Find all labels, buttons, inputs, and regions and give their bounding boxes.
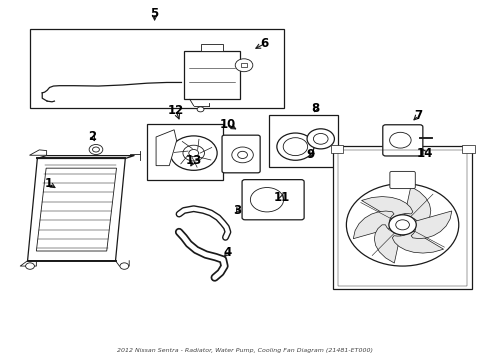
FancyBboxPatch shape <box>383 125 423 156</box>
Circle shape <box>283 138 308 156</box>
Polygon shape <box>362 197 413 220</box>
Polygon shape <box>27 158 125 261</box>
Text: 13: 13 <box>186 154 202 167</box>
FancyBboxPatch shape <box>222 135 260 173</box>
Text: 3: 3 <box>234 204 242 217</box>
Text: 5: 5 <box>150 7 159 20</box>
Text: 1: 1 <box>45 177 52 190</box>
Bar <box>270 116 338 167</box>
Circle shape <box>250 188 284 212</box>
Circle shape <box>235 59 253 72</box>
Polygon shape <box>156 130 176 166</box>
Circle shape <box>396 220 410 230</box>
Circle shape <box>120 263 129 269</box>
FancyBboxPatch shape <box>242 180 304 220</box>
Polygon shape <box>353 211 394 239</box>
Circle shape <box>197 107 204 112</box>
Polygon shape <box>392 230 443 253</box>
Text: 11: 11 <box>273 192 290 204</box>
Circle shape <box>170 136 217 170</box>
Text: 9: 9 <box>307 148 315 161</box>
Circle shape <box>189 149 198 157</box>
Bar <box>184 51 240 99</box>
Circle shape <box>277 133 314 160</box>
Circle shape <box>307 129 334 149</box>
Text: 4: 4 <box>224 246 232 259</box>
Text: 6: 6 <box>260 37 269 50</box>
Bar <box>201 44 223 51</box>
Bar <box>333 146 472 289</box>
Polygon shape <box>29 150 47 155</box>
Circle shape <box>93 147 99 152</box>
Bar <box>241 63 247 67</box>
Polygon shape <box>411 211 452 239</box>
Bar <box>147 125 223 180</box>
Circle shape <box>390 132 411 148</box>
Circle shape <box>346 184 459 266</box>
Polygon shape <box>404 186 431 225</box>
Text: 12: 12 <box>168 104 184 117</box>
Text: 2012 Nissan Sentra - Radiator, Water Pump, Cooling Fan Diagram (21481-ET000): 2012 Nissan Sentra - Radiator, Water Pum… <box>117 348 373 353</box>
Bar <box>331 145 343 153</box>
Circle shape <box>89 144 103 154</box>
Circle shape <box>314 134 328 144</box>
Polygon shape <box>374 225 401 263</box>
Circle shape <box>238 151 247 158</box>
Bar <box>338 149 467 286</box>
Bar <box>30 30 284 108</box>
Text: 14: 14 <box>416 147 433 159</box>
Circle shape <box>25 263 34 269</box>
Text: 7: 7 <box>415 109 422 122</box>
Text: 8: 8 <box>312 102 320 115</box>
Bar <box>463 145 475 153</box>
FancyBboxPatch shape <box>390 171 416 189</box>
Circle shape <box>389 215 416 235</box>
Circle shape <box>232 147 253 163</box>
Text: 2: 2 <box>89 130 97 144</box>
Circle shape <box>183 145 204 161</box>
Text: 10: 10 <box>220 118 236 131</box>
